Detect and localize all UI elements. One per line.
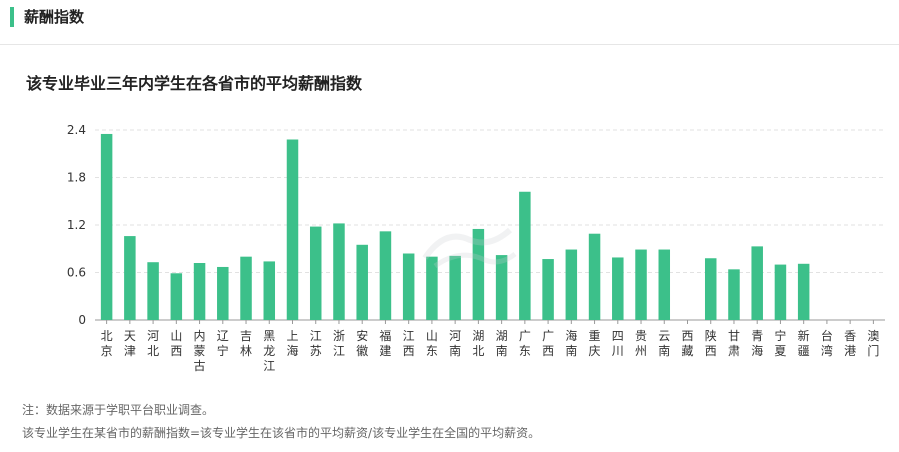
bar	[797, 263, 810, 320]
x-tick-label: 上海	[286, 329, 298, 358]
x-tick-label: 吉林	[240, 329, 252, 358]
x-tick-label: 江西	[403, 329, 415, 358]
bar	[309, 226, 322, 320]
x-tick-label: 天津	[124, 329, 136, 358]
bar	[240, 256, 252, 320]
bar	[565, 249, 578, 320]
bar	[426, 256, 438, 320]
section-header: 薪酬指数	[0, 0, 899, 45]
x-tick-label: 安徽	[356, 328, 368, 358]
x-tick-label: 台湾	[821, 328, 833, 358]
bar	[542, 259, 554, 320]
bar	[147, 262, 159, 320]
chart-title: 该专业毕业三年内学生在各省市的平均薪酬指数	[26, 74, 363, 93]
x-tick-label: 甘肃	[728, 329, 740, 358]
bar	[217, 266, 229, 320]
bar	[170, 273, 183, 320]
y-tick-label: 2.4	[67, 123, 86, 137]
bar	[286, 139, 299, 320]
x-tick-label: 黑龙江	[263, 329, 275, 373]
x-tick-label: 陕西	[705, 328, 717, 358]
x-tick-label: 广东	[519, 329, 531, 358]
bar	[658, 249, 671, 320]
bar	[193, 263, 206, 320]
bar	[635, 249, 647, 320]
x-tick-label: 福建	[379, 328, 391, 358]
bar	[356, 244, 368, 320]
bar	[263, 261, 276, 320]
watermark-logo	[422, 227, 517, 269]
x-tick-label: 贵州	[635, 329, 647, 358]
bar-chart: 0 0.6 1.2 1.8 2.4 北京天津河北山西内蒙古辽宁吉林黑龙江上海江苏浙江安徽福…	[67, 123, 885, 373]
bar	[100, 133, 113, 320]
bar	[774, 264, 787, 320]
x-tick-label: 宁夏	[774, 328, 786, 358]
x-tick-label: 海南	[565, 328, 577, 358]
x-tick-label: 辽宁	[217, 329, 229, 358]
bar	[333, 223, 345, 320]
y-tick-label: 0.6	[67, 266, 86, 280]
bar	[588, 233, 601, 320]
x-tick-label: 广西	[542, 329, 554, 358]
bar	[379, 231, 392, 320]
x-tick-label: 浙江	[333, 329, 345, 358]
x-tick-label: 四川	[612, 329, 624, 358]
x-tick-label: 河南	[449, 329, 461, 358]
bar	[495, 255, 508, 320]
bar	[124, 236, 136, 320]
bar	[612, 257, 624, 320]
x-tick-label: 内蒙古	[194, 329, 206, 373]
x-tick-label: 新疆	[798, 328, 810, 358]
definition-note: 该专业学生在某省市的薪酬指数=该专业学生在该省市的平均薪资/该专业学生在全国的平…	[22, 426, 541, 440]
x-tick-label: 湖南	[496, 328, 508, 358]
x-tick-label: 湖北	[472, 328, 484, 358]
section-accent-bar	[10, 7, 14, 27]
x-tick-label: 澳门	[867, 329, 879, 358]
bar	[519, 191, 531, 320]
bar	[402, 253, 415, 320]
x-tick-label: 云南	[658, 329, 670, 358]
x-tick-label: 河北	[147, 329, 159, 358]
x-tick-label: 江苏	[310, 329, 322, 358]
x-tick-label: 西藏	[681, 329, 693, 358]
y-tick-label: 1.8	[67, 171, 86, 185]
y-tick-label: 0	[78, 313, 86, 327]
x-tick-label: 山西	[170, 329, 182, 358]
section-title: 薪酬指数	[24, 8, 85, 26]
source-note: 注：数据来源于学职平台职业调查。	[22, 403, 215, 417]
x-tick-label: 青海	[751, 329, 763, 358]
x-tick-label: 北京	[101, 329, 113, 358]
bar	[449, 255, 461, 320]
bar	[472, 228, 485, 320]
y-tick-label: 1.2	[67, 218, 86, 232]
x-tick-label: 重庆	[589, 329, 601, 358]
bar	[751, 246, 763, 320]
x-tick-label: 山东	[426, 329, 438, 358]
x-tick-label: 香港	[844, 329, 856, 358]
bar	[704, 258, 717, 320]
bar	[728, 269, 740, 320]
